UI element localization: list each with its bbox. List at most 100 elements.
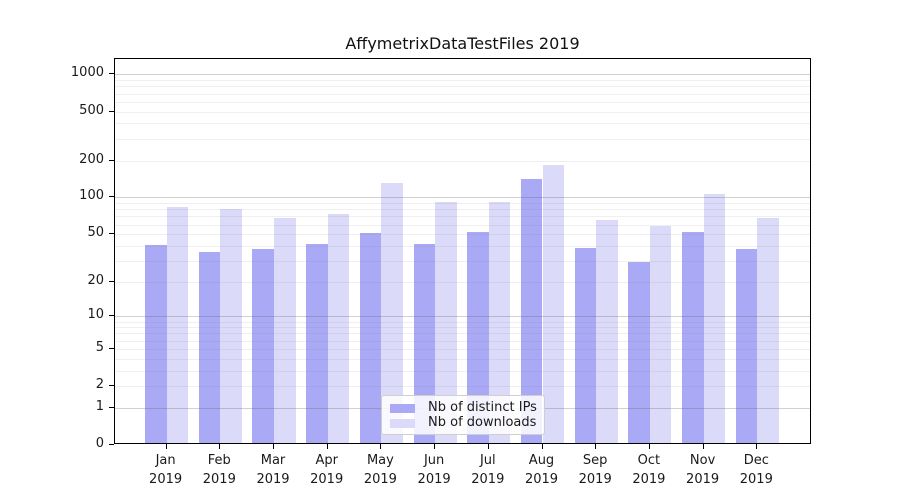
bar-distinct-ips <box>198 252 221 443</box>
legend: Nb of distinct IPs Nb of downloads <box>381 395 545 435</box>
gridline-minor <box>115 123 810 125</box>
bar-downloads <box>488 202 511 443</box>
bar-distinct-ips <box>735 249 758 443</box>
gridline-minor <box>115 93 810 95</box>
gridline-minor <box>115 203 810 204</box>
bar-downloads <box>596 219 618 443</box>
x-tick-mark <box>487 444 489 449</box>
bar-distinct-ips <box>628 262 650 443</box>
bar-distinct-ips <box>574 247 597 443</box>
x-tick-label: Apr 2019 <box>310 453 344 487</box>
x-tick-label: Jan 2019 <box>149 453 183 487</box>
gridline-minor <box>115 138 810 140</box>
bar-distinct-ips <box>520 179 543 443</box>
y-tick-mark <box>109 406 114 408</box>
x-tick-mark <box>756 444 758 449</box>
y-tick-label: 1000 <box>70 65 104 81</box>
bar-distinct-ips <box>306 243 328 443</box>
x-tick-mark <box>273 444 274 449</box>
gridline-major <box>115 197 810 199</box>
bar-downloads <box>220 208 242 443</box>
y-tick-label: 200 <box>79 151 104 167</box>
x-tick-label: Dec 2019 <box>739 453 773 487</box>
legend-swatch-downloads <box>390 418 415 428</box>
gridline-minor <box>115 327 810 329</box>
y-tick-mark <box>109 233 114 235</box>
bar-downloads <box>435 202 457 443</box>
bar-distinct-ips <box>682 232 704 443</box>
bar-downloads <box>327 214 350 443</box>
y-tick-label: 1 <box>95 398 104 414</box>
y-tick-label: 500 <box>79 102 104 118</box>
x-tick-label: Jun 2019 <box>417 453 451 487</box>
gridline-minor <box>115 281 810 283</box>
gridline-minor <box>115 358 810 360</box>
gridline-minor <box>115 340 810 342</box>
x-tick-label: Sep 2019 <box>578 453 612 487</box>
x-tick-mark <box>326 444 328 449</box>
x-tick-mark <box>648 444 650 449</box>
plot-area <box>114 58 811 444</box>
bar-distinct-ips <box>413 243 436 443</box>
y-tick-mark <box>109 196 114 198</box>
y-tick-label: 10 <box>87 307 104 323</box>
gridline-minor <box>115 80 810 81</box>
x-tick-label: Mar 2019 <box>256 453 290 487</box>
gridline-minor <box>115 260 810 262</box>
bar-downloads <box>166 207 189 443</box>
bar-downloads <box>274 218 296 443</box>
x-tick-label: Aug 2019 <box>524 453 559 487</box>
gridline-major <box>115 74 810 76</box>
x-tick-mark <box>541 444 543 449</box>
x-tick-mark <box>434 444 436 449</box>
y-tick-label: 2 <box>95 377 104 393</box>
y-tick-label: 5 <box>95 339 104 355</box>
legend-swatch-ips <box>390 403 415 413</box>
legend-label-downloads: Nb of downloads <box>428 415 537 430</box>
gridline-minor <box>115 321 810 323</box>
gridline-minor <box>115 333 810 335</box>
gridline-minor <box>115 348 810 350</box>
x-tick-label: May 2019 <box>363 453 397 487</box>
legend-label-distinct-ips: Nb of distinct IPs <box>428 400 537 415</box>
bar-downloads <box>757 218 779 443</box>
legend-entry-downloads: Nb of downloads <box>390 416 538 430</box>
x-tick-label: Nov 2019 <box>686 453 720 487</box>
x-tick-label: Oct 2019 <box>632 453 666 487</box>
x-tick-mark <box>702 444 704 449</box>
y-tick-label: 20 <box>87 272 104 288</box>
gridline-minor <box>115 234 810 236</box>
gridline-minor <box>115 370 810 372</box>
gridline-major <box>115 316 810 318</box>
y-tick-mark <box>109 385 114 387</box>
gridline-minor <box>115 160 810 162</box>
x-tick-label: Jul 2019 <box>471 453 505 487</box>
x-tick-label: Feb 2019 <box>202 453 236 487</box>
gridline-minor <box>115 386 810 388</box>
x-tick-mark <box>165 444 167 449</box>
x-tick-mark <box>219 444 221 449</box>
gridline-minor <box>115 111 810 113</box>
bar-distinct-ips <box>467 232 489 443</box>
y-tick-mark <box>109 280 114 282</box>
bar-downloads <box>381 183 403 443</box>
y-tick-label: 100 <box>79 188 104 204</box>
x-tick-mark <box>380 444 382 449</box>
legend-entry-distinct-ips: Nb of distinct IPs <box>390 401 538 415</box>
y-tick-mark <box>109 159 114 161</box>
y-tick-mark <box>109 110 114 112</box>
bar-distinct-ips <box>359 233 382 443</box>
y-tick-mark <box>109 73 114 75</box>
bar-downloads <box>542 165 565 443</box>
y-tick-mark <box>109 315 114 317</box>
x-tick-mark <box>595 444 597 449</box>
gridline-minor <box>115 245 810 247</box>
gridline-minor <box>115 224 810 226</box>
bar-distinct-ips <box>145 245 167 443</box>
bar-downloads <box>649 226 672 443</box>
y-tick-mark <box>109 347 114 349</box>
gridline-minor <box>115 216 810 218</box>
bar-distinct-ips <box>252 249 274 443</box>
bar-downloads <box>703 194 726 443</box>
